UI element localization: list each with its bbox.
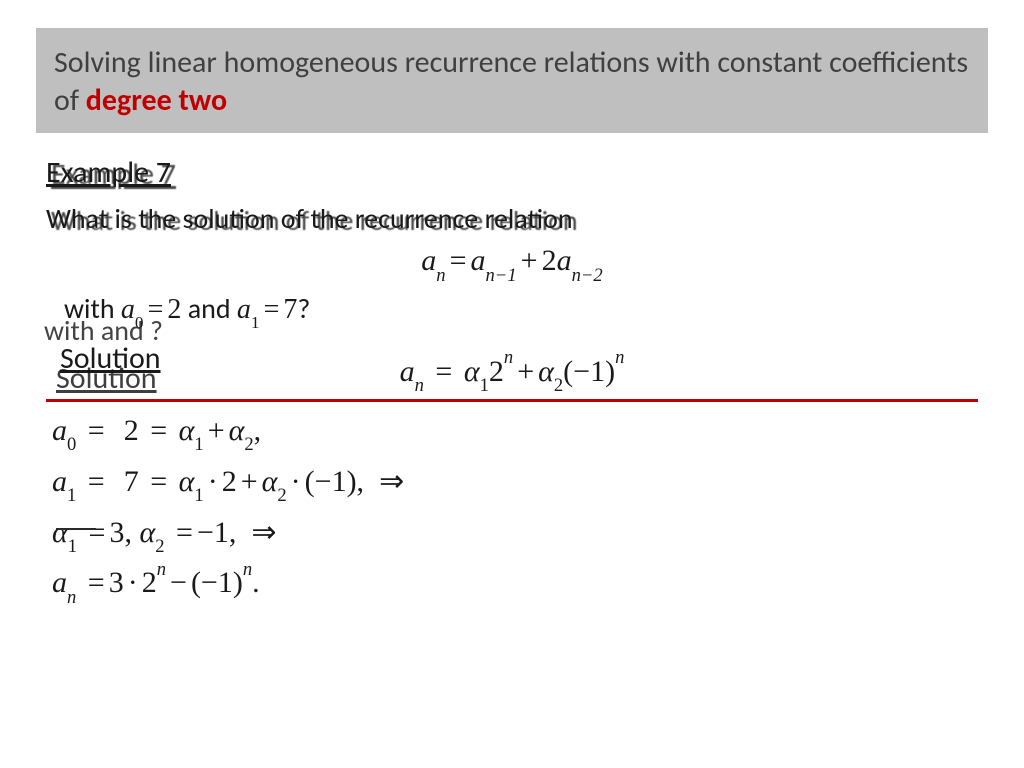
slide: Solving linear homogeneous recurrence re… — [0, 0, 1024, 768]
example-heading: Example 7 — [46, 153, 978, 194]
step-3: α1 =3, α2 =−1, ⇒ — [52, 510, 978, 559]
solution-heading-ghost: Solution — [56, 359, 157, 400]
title-accent: degree two — [86, 82, 227, 119]
step-4: an =3·2n−(−1)n. — [52, 560, 978, 609]
step-2: a1 = 7 = α1·2+α2·(−1), ⇒ — [52, 459, 978, 508]
solution-block: Solution Solution an = α12n+α2(−1)n — [46, 339, 978, 395]
with-between: and — [188, 291, 237, 326]
title-bar: Solving linear homogeneous recurrence re… — [36, 28, 988, 133]
question-stack: What is the solution of the recurrence r… — [46, 200, 978, 238]
content: Example 7 Example 7 What is the solution… — [36, 133, 988, 609]
divider-rule — [46, 399, 978, 402]
with-suffix: ? — [297, 291, 310, 326]
solution-work: a0 = 2 = α1+α2, a1 = 7 = α1·2+α2·(−1), ⇒… — [46, 408, 978, 609]
step-1: a0 = 2 = α1+α2, — [52, 408, 978, 457]
initial-conditions: with a0=2 and a1=7? with and ? — [64, 290, 978, 331]
strike-icon — [56, 528, 96, 530]
recurrence-equation: an=an−1+2an−2 — [46, 241, 978, 284]
general-form: an = α12n+α2(−1)n — [46, 352, 978, 395]
example-heading-stack: Example 7 Example 7 — [46, 153, 978, 194]
question-text: What is the solution of the recurrence r… — [46, 200, 978, 238]
